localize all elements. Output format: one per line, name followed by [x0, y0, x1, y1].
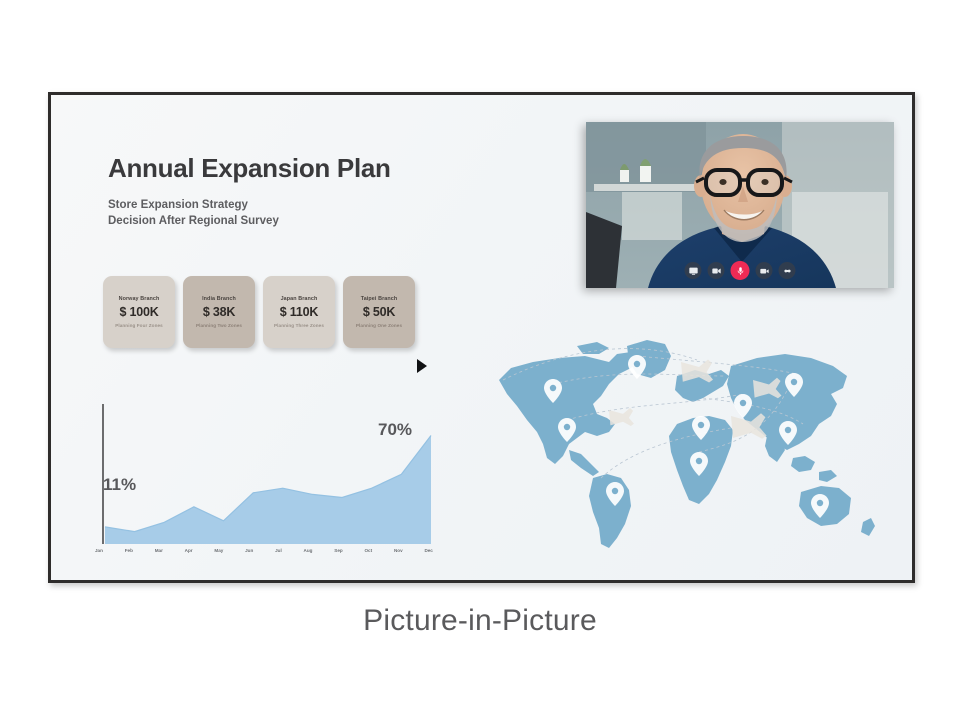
slide-subtitle: Store Expansion Strategy Decision After …: [108, 198, 279, 229]
card-note: Planning Two Zones: [195, 323, 243, 328]
card-branch-name: Taipei Branch: [360, 296, 398, 302]
branch-stat-cards: Norway Branch $ 100K Planning Four Zones…: [103, 276, 415, 348]
growth-area-chart: [91, 398, 436, 558]
video-call-controls: [684, 261, 796, 280]
map-plane-icon: [753, 377, 782, 399]
card-branch-name: India Branch: [202, 296, 236, 302]
chart-x-tick: Dec: [424, 548, 433, 553]
chart-annotation-end: 70%: [378, 420, 413, 439]
map-pin-hole: [633, 360, 641, 368]
subtitle-line-1: Store Expansion Strategy: [108, 199, 248, 211]
world-map-graphic: [481, 332, 911, 572]
stat-card[interactable]: Taipei Branch $ 50K Planning One Zones: [343, 276, 415, 348]
stat-card[interactable]: Japan Branch $ 110K Planning Three Zones: [263, 276, 335, 348]
chart-x-tick: Mar: [154, 548, 163, 553]
microphone-icon[interactable]: [730, 261, 750, 280]
map-plane-icon: [609, 408, 634, 426]
screen-share-icon[interactable]: [684, 262, 702, 279]
chart-x-tick: Apr: [184, 548, 193, 553]
figure-caption: Picture-in-Picture: [363, 604, 597, 637]
map-pin-hole: [739, 399, 747, 407]
slide-canvas: Annual Expansion Plan Store Expansion St…: [51, 95, 912, 580]
camera-switch-icon[interactable]: [755, 262, 773, 279]
more-options-icon[interactable]: [778, 262, 796, 279]
map-plane-icon: [681, 359, 714, 383]
area-chart-svg: [102, 404, 432, 544]
chart-x-tick: Nov: [393, 548, 403, 553]
chart-x-tick: Oct: [364, 548, 373, 553]
card-value: $ 38K: [202, 305, 236, 319]
map-pin-hole: [790, 378, 798, 386]
stat-card[interactable]: India Branch $ 38K Planning Two Zones: [183, 276, 255, 348]
chart-x-tick: Jun: [245, 548, 254, 553]
chart-x-tick: Sep: [334, 548, 343, 553]
map-pin-hole: [784, 426, 792, 434]
map-pin-hole: [695, 457, 703, 465]
card-value: $ 110K: [279, 305, 319, 319]
world-map-plane-icons: [609, 359, 782, 439]
chart-x-axis-labels: Jan Feb Mar Apr May Jun Jul Aug Sep Oct Nov Dec: [95, 548, 433, 553]
chart-area-fill: [105, 435, 431, 544]
card-value: $ 100K: [119, 305, 159, 319]
participant-video-feed: [586, 122, 894, 288]
world-map-location-pins: [544, 355, 829, 518]
chart-x-tick: May: [214, 548, 224, 553]
card-branch-name: Norway Branch: [118, 296, 160, 302]
chart-x-tick: Feb: [124, 548, 133, 553]
map-pin-hole: [697, 421, 705, 429]
chart-area-line: [104, 435, 432, 533]
world-map-svg: [499, 340, 875, 548]
card-value: $ 50K: [362, 305, 396, 319]
map-pin-hole: [816, 499, 824, 507]
video-pip-panel[interactable]: [586, 122, 894, 288]
page-title: Annual Expansion Plan: [108, 153, 391, 183]
presentation-screen-frame: Annual Expansion Plan Store Expansion St…: [48, 92, 915, 583]
card-note: Planning Three Zones: [274, 323, 324, 328]
video-camera-icon[interactable]: [707, 262, 725, 279]
subtitle-line-2: Decision After Regional Survey: [108, 214, 279, 227]
stat-card[interactable]: Norway Branch $ 100K Planning Four Zones: [103, 276, 175, 348]
map-plane-icon: [731, 413, 767, 439]
card-branch-name: Japan Branch: [280, 296, 318, 302]
chart-x-tick: Jul: [275, 548, 282, 553]
map-pin-hole: [563, 423, 571, 431]
card-note: Planning Four Zones: [115, 323, 163, 328]
play-arrow-icon[interactable]: [417, 359, 427, 373]
chart-annotation-start: 11%: [103, 475, 137, 494]
card-note: Planning One Zones: [355, 323, 403, 328]
chart-x-tick: Jan: [95, 548, 103, 553]
chart-x-tick: Aug: [303, 548, 313, 553]
map-pin-hole: [549, 384, 557, 392]
map-pin-hole: [611, 487, 619, 495]
world-map-routes: [502, 348, 804, 479]
